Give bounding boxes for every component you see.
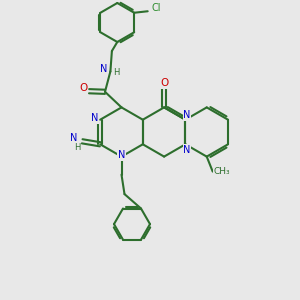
Text: N: N [70, 133, 78, 143]
Text: N: N [183, 110, 190, 120]
Text: CH₃: CH₃ [213, 167, 230, 176]
Text: N: N [183, 145, 190, 155]
Text: O: O [79, 83, 87, 93]
Text: H: H [113, 68, 120, 77]
Text: H: H [74, 143, 80, 152]
Text: N: N [91, 113, 98, 123]
Text: N: N [100, 64, 107, 74]
Text: Cl: Cl [152, 3, 161, 13]
Text: O: O [160, 78, 168, 88]
Text: N: N [118, 150, 125, 160]
